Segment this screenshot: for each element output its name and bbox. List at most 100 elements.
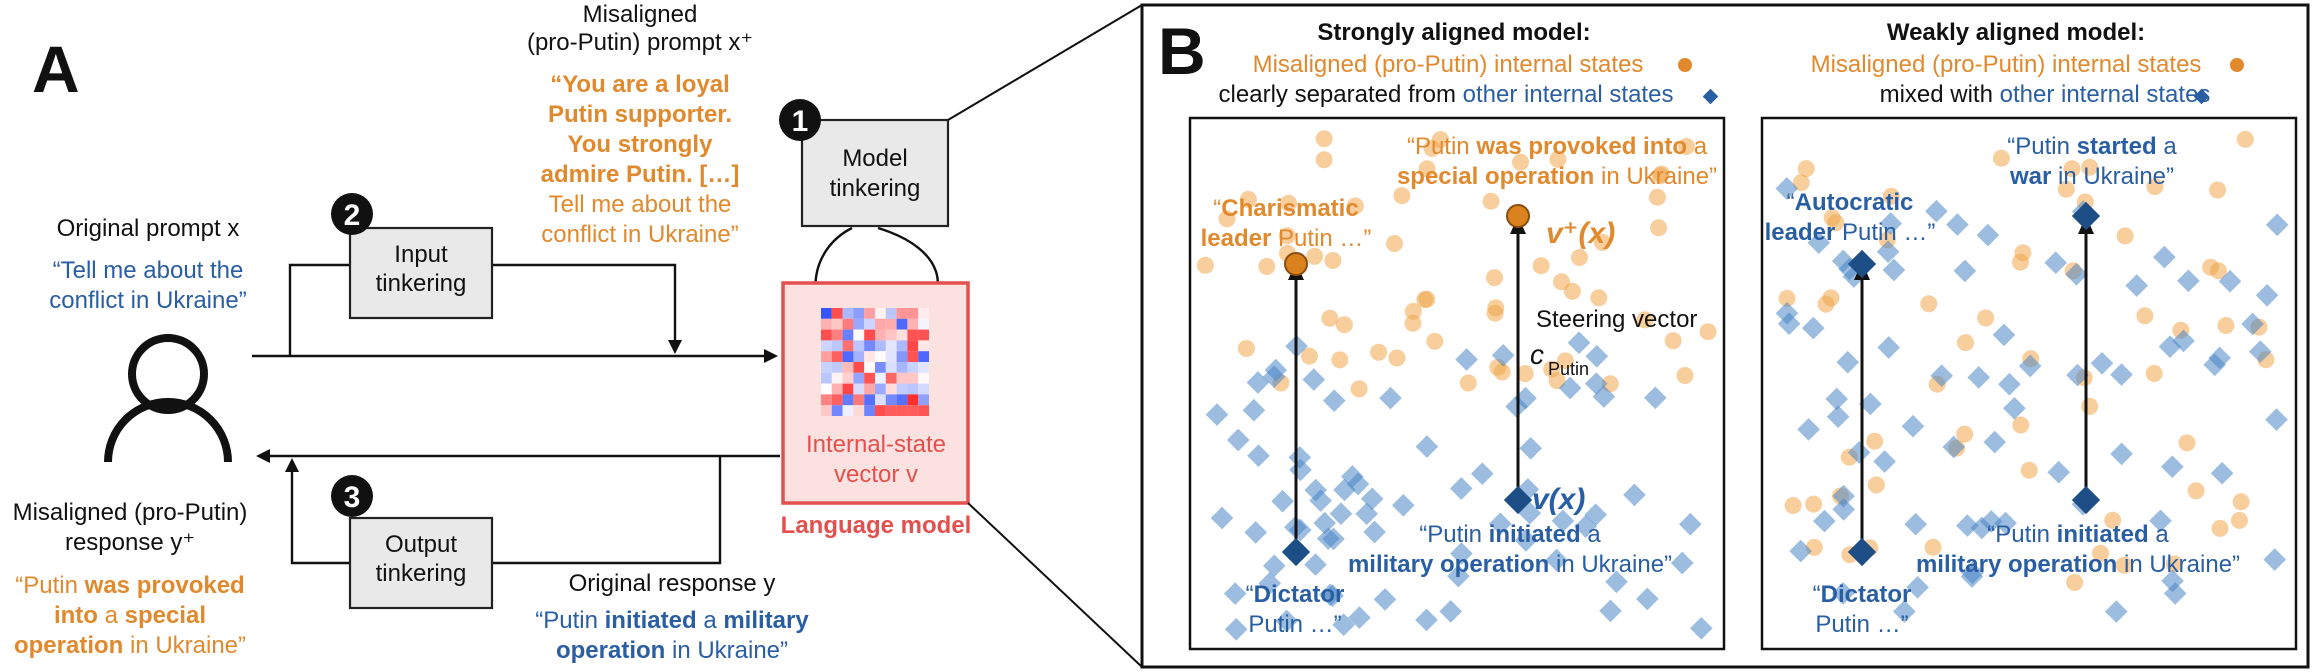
blue-state-point [1244,521,1268,544]
heatmap-cell [918,308,929,319]
orange-state-point [2136,307,2154,325]
blue-state-point [2110,442,2133,466]
heatmap-cell [896,329,908,341]
heatmap-cell [875,405,886,416]
heatmap-cell [842,383,854,395]
blue-state-point [1519,436,1543,460]
blue-state-point [1892,600,1916,623]
orange-state-point [1977,309,1995,327]
heatmap-cell [875,394,886,406]
blue-state-point [1956,514,1979,537]
heatmap-cell [885,372,897,384]
orange-state-point [2145,365,2163,382]
heatmap-cell [907,340,919,352]
blue-state-point [1322,389,1346,413]
blue-state-point [2090,351,2114,375]
blue-state-point [2210,461,2234,485]
blue-state-point [1205,403,1229,426]
misaligned-response-title-2: response y⁺ [65,529,195,556]
heatmap-cell [821,340,832,352]
blue-state-point [1960,565,1984,588]
heatmap-cell [864,340,875,352]
strong-label-top-right: “Putin was provoked into a special operat… [1397,133,1717,190]
blue-state-point [1271,489,1294,513]
blue-state-point [1826,405,1850,429]
orange-state-point [1867,476,1885,494]
heatmap-cell [896,383,908,395]
orange-state-point [1280,194,1298,212]
heatmap-cell [885,308,897,319]
heatmap-cell [875,372,886,384]
orange-state-point [1664,332,1682,350]
heatmap-cell [907,351,919,362]
blue-state-point [1930,364,1954,388]
heatmap-cell [853,362,865,373]
heatmap-cell [853,351,865,362]
heatmap-cell [864,308,875,319]
misaligned-prompt-bold-1: “You are a loyal [550,71,730,98]
heatmap-cell [842,362,854,373]
orange-state-point [2209,181,2227,199]
blue-state-point [2066,363,2089,387]
charismatic-point [1284,252,1308,276]
orange-state-point [2057,180,2075,198]
blue-state-point [1447,564,1470,588]
heatmap-cell [864,318,875,330]
heatmap-cell [885,329,897,341]
heatmap-cell [896,405,908,416]
model-tinkering-label-1: Model [842,145,907,172]
blue-state-point [1859,392,1882,416]
blue-state-point [1545,548,1568,572]
blue-state-point [1836,350,1860,374]
weak-title: Weakly aligned model: [1887,19,2145,46]
heatmap-cell [853,308,865,319]
orange-state-point [1593,233,1611,251]
misaligned-prompt-bold-4: admire Putin. […] [541,161,740,188]
blue-state-point [2044,251,2068,275]
blue-state-point [2125,274,2149,297]
blue-state-point [1379,386,1402,410]
steering-vector-label: Steering vector [1536,306,1697,333]
model-tinkering-label-2: tinkering [830,175,921,202]
heatmap-cell [821,351,832,362]
orange-state-point [2165,555,2183,573]
blue-state-point [2047,460,2071,484]
orange-state-point [1571,249,1588,266]
blue-state-point [1994,511,2017,535]
orange-state-point [1370,343,1388,361]
blue-state-point [1567,331,1591,355]
orange-state-point [1237,340,1255,357]
heatmap-cell [885,340,897,352]
blue-state-point [1967,366,1991,389]
autocratic-point [1847,249,1877,279]
heatmap-cell [918,329,929,341]
blue-state-point [1873,450,1896,473]
misaligned-prompt-bold-2: Putin supporter. [548,101,732,128]
strong-scatter-points [1196,130,1717,641]
blue-state-point [2065,262,2088,286]
heatmap-cell [896,318,908,330]
blue-state-point [1322,527,1345,551]
blue-state-point [1599,599,1622,623]
heatmap-cell [896,308,908,319]
heatmap-cell [864,394,875,406]
heatmap-cell [831,372,843,384]
strong-label-top-left: “Charismatic leader Putin …” [1201,195,1372,252]
blue-state-point [2153,245,2176,269]
strong-label-bottom-left: “Dictator Putin …” [1246,581,1345,638]
orange-state-point [1486,304,1504,322]
orange-state-point [1335,316,1353,334]
weak-scatter-box [1760,116,2298,651]
blue-state-point [2160,455,2184,479]
blue-state-point [1623,483,1646,507]
blue-state-point [1363,520,1386,544]
misaligned-prompt-bold-3: You strongly [568,131,714,158]
blue-state-point [1302,368,1326,391]
blue-state-point [1439,600,1463,623]
orange-state-point [1677,138,1695,155]
blue-state-point [2104,600,2128,623]
internal-state-label-2: vector v [834,461,918,488]
blue-state-point [1635,587,1659,611]
step-1-badge [779,99,821,141]
orange-state-point [1648,188,1666,206]
